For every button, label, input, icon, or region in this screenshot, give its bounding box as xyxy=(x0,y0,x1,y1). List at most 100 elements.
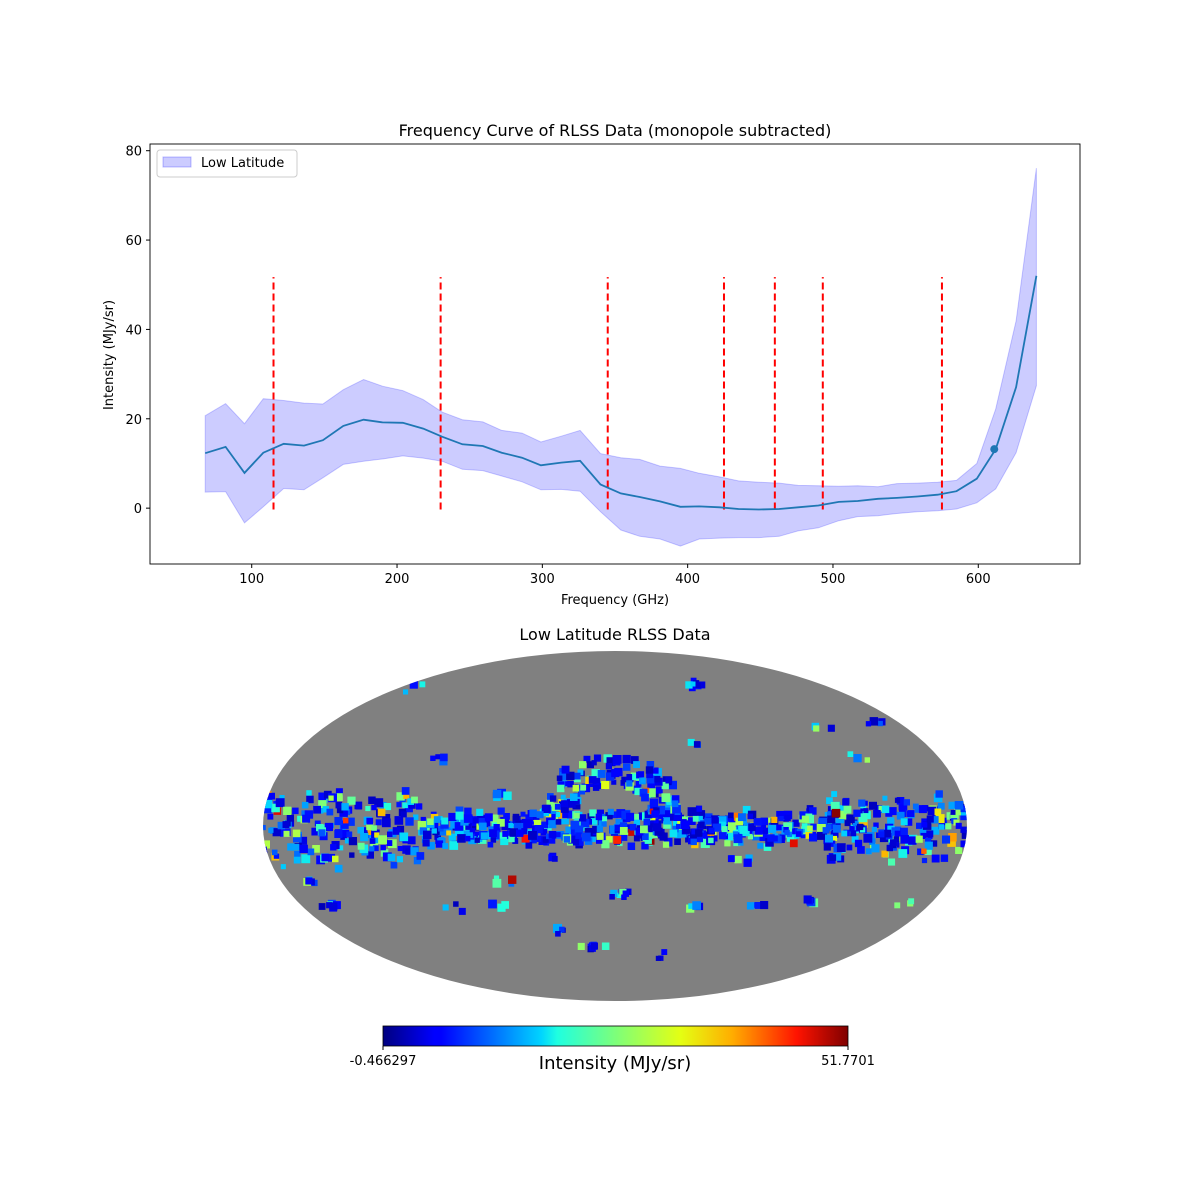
map-pixel xyxy=(626,780,633,787)
map-pixel xyxy=(271,803,280,813)
map-pixel xyxy=(746,902,755,910)
map-pixel xyxy=(950,809,956,815)
map-pixel xyxy=(480,832,488,840)
map-pixel xyxy=(519,819,527,827)
map-pixel xyxy=(438,837,445,843)
map-pixel xyxy=(837,805,844,812)
map-pixel xyxy=(574,798,580,805)
chart-title: Frequency Curve of RLSS Data (monopole s… xyxy=(399,121,832,140)
map-pixel xyxy=(735,817,744,826)
map-pixel xyxy=(575,832,582,839)
map-pixel xyxy=(297,815,304,822)
map-pixel xyxy=(286,814,294,822)
map-pixel xyxy=(512,838,519,844)
map-pixel xyxy=(725,832,734,841)
map-pixel xyxy=(842,798,850,806)
map-pixel xyxy=(646,771,654,779)
map-pixel xyxy=(567,780,574,788)
map-pixel xyxy=(580,784,587,791)
map-pixel xyxy=(640,825,648,834)
map-pixel xyxy=(900,835,909,844)
map-pixel xyxy=(314,820,321,827)
map-pixel xyxy=(357,842,365,850)
map-pixel xyxy=(346,817,355,826)
map-pixel xyxy=(827,815,836,824)
map-pixel xyxy=(324,823,333,832)
map-pixel xyxy=(263,851,268,858)
map-pixel xyxy=(371,804,377,811)
map-pixel xyxy=(846,844,853,851)
map-pixel xyxy=(302,814,311,823)
map-pixel xyxy=(908,836,917,845)
map-pixel xyxy=(591,760,597,766)
map-pixel xyxy=(396,802,402,808)
map-pixel xyxy=(311,827,320,836)
map-pixel xyxy=(954,808,961,816)
map-pixel xyxy=(844,820,851,827)
map-pixel xyxy=(387,831,393,837)
map-pixel xyxy=(636,771,643,779)
map-pixel xyxy=(472,817,479,824)
map-pixel xyxy=(263,804,273,814)
map-pixel xyxy=(692,901,701,910)
map-pixel xyxy=(605,763,612,770)
sky-map: Low Latitude RLSS Data xyxy=(263,625,967,1001)
map-pixel xyxy=(439,757,448,766)
map-pixel xyxy=(405,848,412,855)
x-tick-label: 200 xyxy=(385,572,410,587)
map-pixel xyxy=(904,818,913,826)
map-pixel xyxy=(409,802,416,809)
map-pixel xyxy=(934,808,942,816)
map-pixel xyxy=(567,799,576,808)
colorbar-gradient xyxy=(382,1025,849,1047)
map-pixel xyxy=(382,814,391,822)
map-pixel xyxy=(534,825,543,834)
map-pixel xyxy=(646,788,656,798)
map-pixel xyxy=(955,822,962,829)
map-pixel xyxy=(742,805,751,814)
highlight-point xyxy=(990,445,999,454)
map-pixel xyxy=(887,825,895,833)
colorbar: -0.466297 51.7701 Intensity (MJy/sr) xyxy=(350,1025,875,1074)
map-pixel xyxy=(761,827,769,834)
map-pixel xyxy=(471,821,481,831)
map-pixel xyxy=(695,682,701,689)
map-pixel xyxy=(416,803,423,810)
map-pixel xyxy=(334,829,343,838)
map-pixel xyxy=(779,837,785,843)
map-pixel xyxy=(609,894,615,900)
map-pixel xyxy=(542,836,549,843)
map-pixel xyxy=(464,807,472,815)
y-axis: 0 20 40 60 80 xyxy=(125,145,150,517)
map-pixel xyxy=(347,796,356,805)
map-pixel xyxy=(448,812,457,821)
map-pixel xyxy=(572,784,580,792)
map-pixel xyxy=(857,846,865,854)
map-pixel xyxy=(423,830,432,840)
map-pixel xyxy=(830,829,839,838)
map-pixel xyxy=(896,797,905,805)
map-pixel xyxy=(825,824,832,830)
map-pixel xyxy=(321,853,330,862)
map-pixel xyxy=(500,837,509,846)
map-pixel xyxy=(476,808,484,816)
map-pixel xyxy=(698,681,706,689)
map-pixel xyxy=(463,830,471,837)
map-pixel xyxy=(954,801,964,810)
map-pixel xyxy=(931,826,940,835)
map-pixel xyxy=(632,773,639,781)
map-pixel xyxy=(665,776,673,784)
map-pixel xyxy=(859,819,868,828)
map-pixel xyxy=(921,821,928,828)
map-pixel xyxy=(615,818,623,826)
map-pixel xyxy=(340,820,349,829)
map-pixel xyxy=(271,849,278,856)
map-pixel xyxy=(493,875,500,881)
map-pixel xyxy=(268,792,275,800)
map-pixel xyxy=(514,822,522,831)
map-pixel xyxy=(560,804,569,813)
map-pixel xyxy=(828,822,836,830)
map-pixel xyxy=(579,761,587,769)
map-pixel xyxy=(287,843,295,851)
map-pixel xyxy=(407,836,416,845)
